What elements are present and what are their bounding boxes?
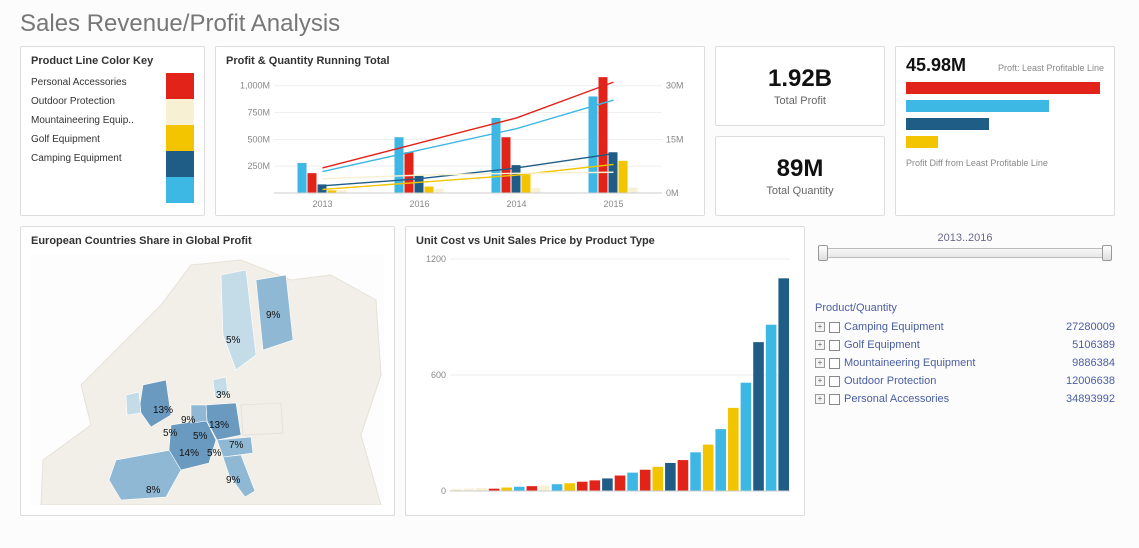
legend-item-label: Outdoor Protection — [31, 96, 166, 107]
product-value: 12006638 — [1066, 375, 1115, 387]
svg-text:0: 0 — [441, 486, 446, 496]
product-quantity-title: Product/Quantity — [815, 302, 1115, 314]
legend-item-label: Golf Equipment — [31, 134, 166, 145]
legend-swatch — [166, 73, 194, 99]
product-row[interactable]: + Camping Equipment 27280009 — [815, 318, 1115, 336]
profit-diff-footer: Profit Diff from Least Profitable Line — [906, 158, 1104, 168]
svg-text:250M: 250M — [247, 161, 270, 171]
product-row[interactable]: + Golf Equipment 5106389 — [815, 336, 1115, 354]
profit-diff-bar — [906, 100, 1049, 112]
profit-diff-card: 45.98M Proft: Least Profitable Line Prof… — [895, 46, 1115, 216]
legend-swatch — [166, 177, 194, 203]
running-total-card: Profit & Quantity Running Total 250M 500M… — [215, 46, 705, 216]
profit-diff-bar — [906, 136, 938, 148]
svg-text:1,000M: 1,000M — [240, 81, 270, 91]
product-name: Golf Equipment — [844, 339, 1068, 351]
product-row[interactable]: + Personal Accessories 34893992 — [815, 390, 1115, 408]
legend-item-label: Personal Accessories — [31, 77, 166, 88]
svg-text:2015: 2015 — [603, 199, 623, 209]
svg-text:30M: 30M — [666, 81, 684, 91]
map-card: European Countries Share in Global Profi… — [20, 226, 395, 516]
legend-item-label: Camping Equipment — [31, 153, 166, 164]
product-name: Outdoor Protection — [844, 375, 1062, 387]
legend-swatch — [166, 99, 194, 125]
slider-label: 2013..2016 — [815, 232, 1115, 244]
unit-cost-title: Unit Cost vs Unit Sales Price by Product… — [416, 235, 794, 247]
legend-title: Product Line Color Key — [31, 55, 194, 67]
svg-text:600: 600 — [431, 370, 446, 380]
expand-icon[interactable]: + — [815, 358, 825, 368]
map-title: European Countries Share in Global Profi… — [31, 235, 384, 247]
checkbox[interactable] — [829, 358, 840, 369]
kpi-total-quantity-label: Total Quantity — [766, 185, 833, 197]
expand-icon[interactable]: + — [815, 394, 825, 404]
product-name: Personal Accessories — [844, 393, 1062, 405]
checkbox[interactable] — [829, 322, 840, 333]
kpi-total-profit-label: Total Profit — [774, 95, 826, 107]
running-total-chart[interactable]: 250M 500M 750M 1,000M 0M 15M 30M 2013 2016 2014 20… — [226, 71, 696, 211]
product-value: 27280009 — [1066, 321, 1115, 333]
expand-icon[interactable]: + — [815, 376, 825, 386]
profit-diff-sub: Proft: Least Profitable Line — [998, 63, 1104, 73]
page-title: Sales Revenue/Profit Analysis — [0, 0, 1139, 46]
slider-handle-min[interactable] — [818, 245, 828, 261]
product-row[interactable]: + Mountaineering Equipment 9886384 — [815, 354, 1115, 372]
running-total-title: Profit & Quantity Running Total — [226, 55, 694, 67]
expand-icon[interactable]: + — [815, 322, 825, 332]
slider-handle-max[interactable] — [1102, 245, 1112, 261]
svg-text:2014: 2014 — [506, 199, 526, 209]
product-name: Mountaineering Equipment — [844, 357, 1068, 369]
product-value: 5106389 — [1072, 339, 1115, 351]
legend-swatch — [166, 151, 194, 177]
legend-item-label: Mountaineering Equip.. — [31, 115, 166, 126]
profit-diff-bar — [906, 82, 1100, 94]
profit-diff-value: 45.98M — [906, 55, 966, 76]
unit-cost-chart[interactable]: 0 600 1200 — [416, 255, 796, 505]
svg-text:750M: 750M — [247, 108, 270, 118]
product-quantity-card: Product/Quantity + Camping Equipment 27280… — [815, 302, 1115, 408]
kpi-total-profit: 1.92B Total Profit — [715, 46, 885, 126]
year-range-slider[interactable]: 2013..2016 — [815, 232, 1115, 258]
kpi-total-quantity: 89M Total Quantity — [715, 136, 885, 216]
product-value: 9886384 — [1072, 357, 1115, 369]
svg-text:15M: 15M — [666, 134, 684, 144]
checkbox[interactable] — [829, 340, 840, 351]
svg-text:500M: 500M — [247, 134, 270, 144]
legend-card: Product Line Color Key Personal Accessor… — [20, 46, 205, 216]
profit-diff-bar — [906, 118, 989, 130]
product-name: Camping Equipment — [844, 321, 1062, 333]
kpi-total-quantity-value: 89M — [777, 155, 824, 183]
svg-text:0M: 0M — [666, 188, 679, 198]
svg-text:2013: 2013 — [312, 199, 332, 209]
expand-icon[interactable]: + — [815, 340, 825, 350]
legend-swatch — [166, 125, 194, 151]
kpi-total-profit-value: 1.92B — [768, 65, 832, 93]
checkbox[interactable] — [829, 394, 840, 405]
svg-text:2016: 2016 — [409, 199, 429, 209]
svg-text:1200: 1200 — [426, 255, 446, 264]
unit-cost-card: Unit Cost vs Unit Sales Price by Product… — [405, 226, 805, 516]
checkbox[interactable] — [829, 376, 840, 387]
product-row[interactable]: + Outdoor Protection 12006638 — [815, 372, 1115, 390]
europe-map[interactable]: 9%5%3%13%9%13%5%5%14%5%7%9%8% — [31, 255, 384, 505]
product-value: 34893992 — [1066, 393, 1115, 405]
